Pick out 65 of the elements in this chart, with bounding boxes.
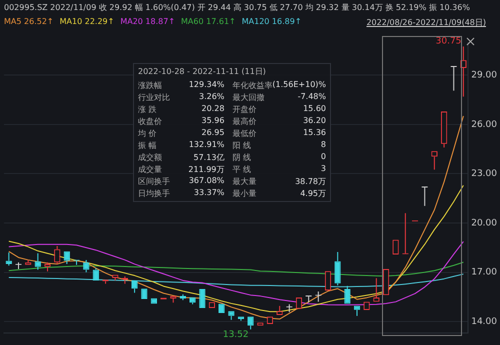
y-tick-label: 17.00 [471,268,498,278]
candlestick [440,112,448,148]
annotation: 年化收益率(1.56E+10)% [232,80,326,91]
candlestick [276,305,283,315]
text: 收盘价 35.96 [138,116,224,126]
text: MA120 16.89↑ [242,17,302,26]
candlestick [25,259,32,265]
candlestick [83,259,90,273]
candlestick [199,289,206,308]
candlestick [190,297,196,305]
text: 最大量 38.78万 [232,177,326,186]
text: MA60 17.61↑ [181,17,236,26]
text: MA20 18.87↑ [120,17,176,26]
candlestick [34,252,41,270]
y-tick-label: 29.00 [471,70,498,81]
text: 行业对比 3.26% [138,92,224,102]
annotation: 2022-10-28 - 2022-11-11 (11日) [138,66,267,77]
candlestick [248,316,254,330]
text: 均 价 26.95 [138,128,224,138]
text: 阴 线 0 [232,152,326,162]
candlestick [150,298,158,304]
annotation: 30.75 [436,36,462,46]
text: 振 幅 132.91% [138,140,224,150]
candlestick [354,306,360,316]
candlestick [180,294,186,301]
text: 涨跌幅 129.34% [138,80,224,90]
candlestick [344,285,350,304]
text: MA10 22.29↑ [60,17,114,26]
candlestick [228,311,234,320]
candlestick [131,280,138,294]
candlestick [44,262,51,272]
text: 涨 跌 20.28 [138,104,224,114]
text: 成交量 211.99万 [138,165,224,174]
candlestick [112,274,118,281]
text: 阳 线 8 [232,140,326,150]
text: 平 线 3 [232,164,326,174]
text: 最低价 15.36 [232,128,326,138]
y-tick-label: 14.00 [471,316,498,327]
y-tick-label: 26.00 [471,120,498,130]
chart-subtitle: 2022/08/26-2022/11/09(48日) [366,17,486,28]
y-tick-label: 23.00 [471,169,498,180]
candlestick [431,151,438,170]
chart-title: 002995.SZ 2022/11/09 收 29.92 幅 1.60%(0.47) 开 29.44 高 30.75 低 27.70 均 29.32 量 30.14万 换 52.19% 振 10.36% [4,2,470,13]
text: 区间换手 367.08% [138,176,224,186]
text: 最高价 36.20 [232,116,326,126]
candlestick [92,268,99,280]
candlestick [373,278,380,302]
candlestick [296,298,302,309]
candlestick [64,251,70,265]
text: 日均换手 33.37% [138,188,224,198]
text: 开盘价 15.60 [232,104,326,114]
text: 最小量 4.95万 [232,189,326,198]
text: MA5 26.52↑ [4,17,54,26]
text: 最大回撤 -7.48% [232,92,326,102]
annotation: 13.52 [222,330,249,340]
text: 成交额 57.13亿 [138,153,224,162]
candlestick [257,322,264,326]
y-tick-label: 20.00 [471,218,498,228]
candlestick [54,245,60,265]
candlestick [334,252,341,286]
candlestick [392,240,399,255]
candlestick [382,268,390,296]
candlestick [170,296,176,304]
candlestick [324,271,332,290]
candlestick [141,288,148,300]
